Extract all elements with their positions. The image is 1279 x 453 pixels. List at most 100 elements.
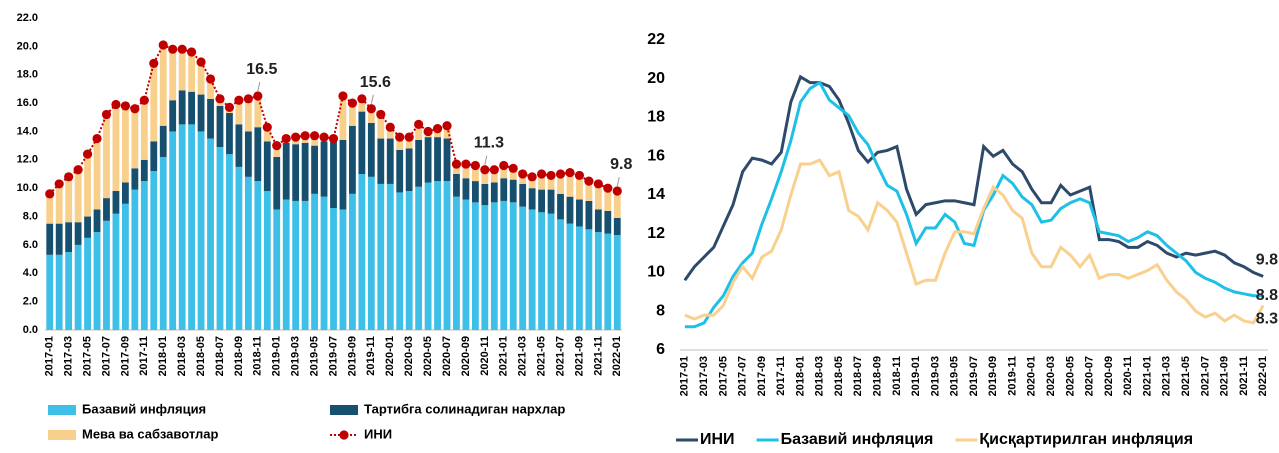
x-tick-label: 2020-09 [1103, 356, 1115, 396]
bar-segment [349, 125, 356, 194]
bar-segment [150, 171, 158, 330]
bar-segment [481, 183, 489, 206]
data-point [366, 104, 376, 114]
data-point [243, 94, 253, 104]
bar-segment [178, 124, 186, 330]
data-point [149, 58, 159, 68]
bar-segment [576, 226, 583, 330]
bar-segment [453, 174, 460, 197]
bar-segment [415, 139, 423, 187]
bar-segment [481, 205, 489, 330]
bar-segment [386, 127, 394, 139]
data-point [451, 159, 462, 169]
bar-segment [339, 96, 347, 140]
x-tick-label: 2018-11 [891, 356, 903, 396]
x-tick-label: 2021-07 [554, 336, 566, 376]
bar-segment [121, 182, 129, 204]
legend-label: ИНИ [364, 426, 392, 441]
data-point [603, 183, 613, 193]
bar-segment [396, 192, 404, 330]
data-point [432, 124, 443, 134]
x-tick-label: 2017-07 [737, 356, 749, 396]
x-tick-label: 2021-11 [1238, 356, 1250, 396]
bar-segment [207, 98, 214, 139]
bar-segment [197, 94, 205, 132]
bar-segment [292, 144, 300, 201]
x-tick-label: 2019-09 [987, 356, 999, 396]
y-tick-label: 22.0 [17, 12, 38, 24]
bar-segment [140, 100, 148, 160]
x-tick-label: 2018-03 [814, 356, 826, 396]
bar-segment [405, 148, 413, 192]
data-point [565, 167, 575, 178]
x-tick-label: 2021-09 [573, 336, 585, 376]
x-tick-label: 2019-07 [327, 336, 339, 376]
bar-segment [538, 189, 546, 213]
bar-segment [84, 237, 91, 330]
data-point [414, 119, 424, 129]
bar-segment [349, 103, 356, 126]
bar-segment [604, 210, 612, 234]
x-tick-label: 2020-07 [441, 336, 453, 376]
bar-segment [311, 145, 318, 194]
bar-segment [509, 168, 517, 180]
x-tick-label: 2020-11 [479, 336, 491, 376]
bar-segment [112, 104, 120, 192]
data-point [291, 132, 301, 142]
bar-segment [301, 142, 309, 201]
bar-segment [500, 178, 508, 201]
x-tick-label: 2020-09 [460, 336, 472, 376]
bar-segment [613, 191, 621, 218]
x-tick-label: 2021-01 [1141, 356, 1153, 396]
annotation-leader [484, 155, 488, 165]
bar-segment [349, 193, 356, 330]
bar-segment [557, 219, 564, 330]
y-tick-label: 16 [647, 147, 665, 164]
data-point [423, 126, 433, 137]
data-point [385, 122, 395, 132]
bar-segment [226, 154, 233, 330]
bar-segment [112, 213, 120, 330]
bar-segment [434, 137, 441, 182]
bar-segment [235, 100, 243, 125]
bar-segment [140, 181, 148, 330]
bar-segment [330, 141, 337, 209]
bar-segment [244, 131, 252, 177]
data-point [319, 132, 329, 142]
x-tick-label: 2019-09 [346, 336, 358, 376]
x-tick-label: 2018-09 [872, 356, 884, 396]
bar-segment [207, 138, 214, 330]
data-point [101, 109, 112, 120]
x-tick-label: 2019-11 [365, 336, 377, 376]
x-tick-label: 2020-07 [1084, 356, 1096, 396]
bar-segment [103, 198, 110, 221]
bar-segment [547, 189, 555, 214]
x-tick-label: 2019-01 [271, 336, 283, 376]
y-tick-label: 2.0 [23, 296, 38, 308]
bar-segment [159, 156, 167, 330]
data-point [480, 165, 490, 175]
bar-segment [443, 138, 451, 182]
bar-segment [585, 200, 593, 230]
bar-segment [519, 174, 527, 184]
bar-segment [311, 135, 318, 146]
x-tick-label: 2021-05 [536, 336, 548, 376]
bar-segment [604, 188, 612, 211]
bar-segment [330, 208, 337, 330]
bar-segment [150, 141, 158, 172]
bar-segment [103, 220, 110, 330]
bar-segment [377, 114, 385, 139]
data-point [404, 132, 414, 142]
x-tick-label: 2022-01 [1257, 356, 1269, 396]
bar-segment [594, 209, 602, 233]
x-tick-label: 2021-11 [592, 336, 604, 376]
bar-segment [367, 122, 375, 177]
bar-segment [131, 108, 139, 169]
annotation-leader [616, 176, 620, 187]
bar-segment [55, 183, 63, 224]
bar-segment [613, 217, 621, 235]
bar-segment [244, 176, 252, 330]
x-tick-label: 2018-01 [157, 336, 169, 376]
bar-segment [254, 96, 262, 128]
bar-segment [396, 149, 404, 193]
